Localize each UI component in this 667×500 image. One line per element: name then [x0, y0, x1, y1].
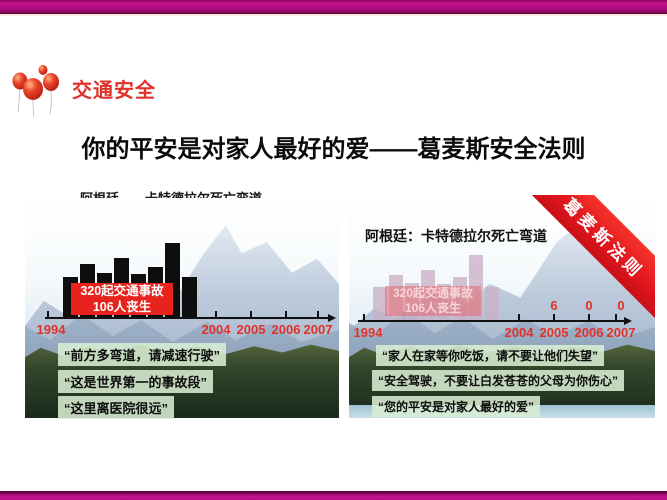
tick: [317, 311, 319, 318]
tick: [250, 311, 252, 318]
bottom-border: [0, 491, 667, 500]
bar: [182, 277, 197, 318]
left-axis-label-2006: 2006: [271, 322, 301, 337]
tick: [215, 311, 217, 318]
top-border: [0, 0, 667, 16]
left-axis-label-2004: 2004: [201, 322, 231, 337]
right-axis-label-2005: 2005: [539, 325, 569, 340]
tick: [518, 314, 520, 321]
left-accident-label: 320起交通事故 106人丧生: [71, 283, 173, 315]
bar: [373, 287, 387, 321]
accident-count: 320起交通事故: [80, 284, 164, 298]
death-count: 106人丧生: [92, 300, 152, 314]
left-axis-label-2005: 2005: [236, 322, 266, 337]
left-axis-label-2007: 2007: [303, 322, 333, 337]
count-2007: 0: [617, 298, 625, 313]
tick: [615, 314, 617, 321]
tick: [553, 314, 555, 321]
left-axis-arrow-icon: [328, 314, 336, 322]
right-quote-2: “安全驾驶，不要让白发苍苍的父母为你伤心”: [372, 370, 625, 391]
header-title: 交通安全: [72, 80, 156, 102]
death-count-faded: 106人丧生: [404, 301, 462, 315]
tick: [363, 314, 365, 321]
left-quote-1: “前方多弯道，请减速行驶”: [58, 343, 227, 366]
right-quote-3: “您的平安是对家人最好的爱”: [372, 396, 541, 417]
left-axis-label-1994: 1994: [36, 322, 66, 337]
accident-count-faded: 320起交通事故: [392, 286, 474, 300]
bar: [485, 287, 499, 321]
left-quote-3: “这里离医院很远”: [58, 396, 175, 419]
right-x-axis: [358, 320, 624, 322]
right-axis-label-1994: 1994: [353, 325, 383, 340]
tick: [47, 311, 49, 318]
right-axis-label-2007: 2007: [606, 325, 636, 340]
tick: [285, 311, 287, 318]
right-axis-label-2004: 2004: [504, 325, 534, 340]
left-quote-2: “这是世界第一的事故段”: [58, 370, 214, 393]
count-2006: 0: [585, 298, 593, 313]
right-accident-label-faded: 320起交通事故 106人丧生: [385, 286, 481, 316]
balloons-icon: [6, 60, 62, 118]
right-axis-label-2006: 2006: [574, 325, 604, 340]
tick: [588, 314, 590, 321]
main-title: 你的平安是对家人最好的爱——葛麦斯安全法则: [81, 136, 586, 163]
left-x-axis: [45, 317, 328, 319]
right-quote-1: “家人在家等你吃饭，请不要让他们失望”: [376, 345, 605, 366]
right-chart-title: 阿根廷：卡特德拉尔死亡弯道: [365, 228, 547, 244]
right-axis-arrow-icon: [624, 317, 632, 325]
count-2005: 6: [550, 298, 558, 313]
